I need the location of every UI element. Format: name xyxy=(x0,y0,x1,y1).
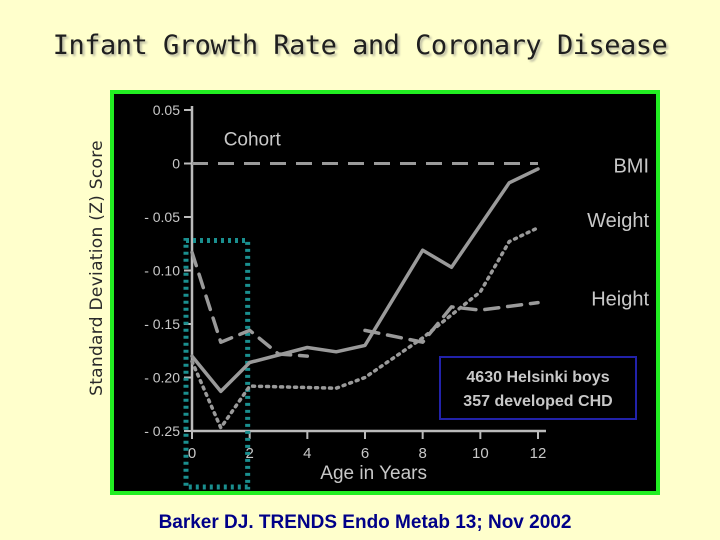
y-tick-label: 0.05 xyxy=(153,102,180,118)
series-label-weight: Weight xyxy=(587,210,649,232)
x-tick-label: 0 xyxy=(188,445,196,462)
info-box-line: 4630 Helsinki boys xyxy=(466,369,609,386)
series-label-height: Height xyxy=(591,288,649,310)
y-axis-label: Standard Deviation (Z) Score xyxy=(87,140,107,396)
chart-panel: 0.05 0- 0.05- 0.10- 0.15- 0.20- 0.25 0 2 4 6 8… xyxy=(110,90,660,495)
series-line-bmi xyxy=(190,167,540,394)
cohort-label: Cohort xyxy=(224,129,282,150)
y-tick-label: - 0.15 xyxy=(144,316,180,332)
x-tick-label: 8 xyxy=(418,445,426,462)
y-tick-label: - 0.25 xyxy=(144,423,180,439)
y-tick-label: - 0.05 xyxy=(144,209,180,225)
x-axis-label: Age in Years xyxy=(320,463,427,484)
series-line-height xyxy=(190,250,310,358)
chart-labels: Cohort BMI Weight Height 4630 Helsinki boys 3… xyxy=(224,129,649,420)
series-lines xyxy=(190,162,540,430)
series-line-weight xyxy=(190,225,540,430)
x-tick-label: 4 xyxy=(303,445,311,462)
x-tick-label: 12 xyxy=(530,445,547,462)
growth-chart: 0.050- 0.05- 0.10- 0.15- 0.20- 0.250 2 4 6 8… xyxy=(144,102,649,490)
info-box-line: 357 developed CHD xyxy=(463,393,612,410)
x-tick-label: 10 xyxy=(472,445,489,462)
slide-title: Infant Growth Rate and Coronary Disease xyxy=(52,30,668,61)
y-tick-label: - 0.20 xyxy=(144,370,180,386)
x-tick-label: 6 xyxy=(361,445,369,462)
y-tick-label: - 0.10 xyxy=(144,263,180,279)
series-label-bmi: BMI xyxy=(613,156,649,178)
chart-axes: 0.050- 0.05- 0.10- 0.15- 0.20- 0.250 2 4 6 8… xyxy=(144,102,546,484)
y-tick-label: 0 xyxy=(172,156,180,172)
series-line-height xyxy=(363,300,540,344)
citation: Barker DJ. TRENDS Endo Metab 13; Nov 200… xyxy=(158,512,572,533)
info-box xyxy=(439,356,637,420)
